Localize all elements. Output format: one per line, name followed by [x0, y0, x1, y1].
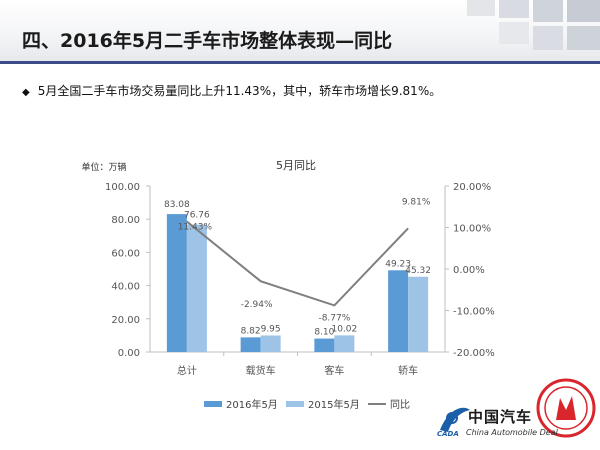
legend-label: 同比: [390, 399, 410, 411]
bar-2015: [186, 224, 207, 352]
corner-decoration: [455, 0, 600, 62]
yoy-value-label: -8.77%: [318, 313, 350, 323]
cada-wing-icon: [440, 407, 470, 432]
bar-2016: [388, 270, 409, 352]
right-tick-label: 10.00%: [453, 224, 491, 235]
bar-value-label: 9.95: [261, 324, 281, 334]
bar-2016: [166, 214, 187, 352]
bar-value-label: 8.82: [241, 326, 261, 336]
legend-swatch: [204, 401, 222, 407]
bar-2015: [334, 335, 355, 352]
category-label: 轿车: [398, 364, 418, 377]
bar-value-label: 49.23: [385, 259, 411, 269]
page-title: 四、2016年5月二手车市场整体表现—同比: [22, 30, 393, 52]
left-tick-label: 0.00: [118, 348, 140, 359]
summary-bullet: ◆ 5月全国二手车市场交易量同比上升11.43%，其中，轿车市场增长9.81%。: [22, 82, 441, 99]
legend-label: 2016年5月: [226, 398, 278, 411]
category-label: 总计: [177, 364, 197, 377]
bar-2016: [314, 338, 335, 352]
bar-2015: [260, 335, 281, 352]
right-tick-label: 0.00%: [453, 265, 485, 276]
bar-value-label: 76.76: [184, 211, 210, 221]
unit-label: 单位：万辆: [81, 161, 126, 173]
right-tick-label: -10.00%: [453, 307, 495, 318]
bar-2016: [240, 337, 261, 352]
stamp-inner-ring: [544, 386, 588, 430]
left-tick-label: 80.00: [111, 215, 140, 226]
cada-ring-icon: [446, 412, 458, 424]
legend-swatch: [286, 401, 304, 407]
left-tick-label: 40.00: [111, 282, 140, 293]
chart-title: 5月同比: [276, 159, 316, 172]
bar-value-label: 8.10: [314, 328, 334, 338]
bar-2015: [408, 276, 429, 352]
yoy-value-label: 9.81%: [402, 197, 431, 207]
bar-value-label: 83.08: [164, 200, 190, 210]
header-divider: [0, 61, 600, 64]
stamp-outer-ring: [536, 378, 596, 438]
logo-name: 中国汽车: [468, 408, 533, 426]
diamond-bullet-icon: ◆: [22, 87, 30, 98]
legend-label: 2015年5月: [308, 398, 360, 411]
left-tick-label: 20.00: [111, 315, 140, 326]
left-tick-label: 60.00: [111, 248, 140, 259]
right-tick-label: -20.00%: [453, 348, 495, 359]
bar-value-label: 45.32: [405, 266, 431, 276]
category-label: 载货车: [246, 364, 276, 377]
summary-text: 5月全国二手车市场交易量同比上升11.43%，其中，轿车市场增长9.81%。: [37, 84, 442, 98]
bar-value-label: 10.02: [331, 324, 357, 334]
category-label: 客车: [324, 364, 344, 377]
yoy-value-label: -2.94%: [241, 300, 273, 310]
header-bar: 四、2016年5月二手车市场整体表现—同比: [0, 0, 600, 62]
logo-abbr: CADA: [437, 430, 459, 438]
yoy-line: [186, 220, 409, 307]
logo-subtitle: China Automobile Deal: [466, 428, 558, 437]
stamp-emblem-icon: [556, 396, 576, 420]
right-tick-label: 20.00%: [453, 182, 491, 193]
left-tick-label: 100.00: [105, 182, 140, 193]
yoy-value-label: 11.43%: [178, 223, 213, 233]
